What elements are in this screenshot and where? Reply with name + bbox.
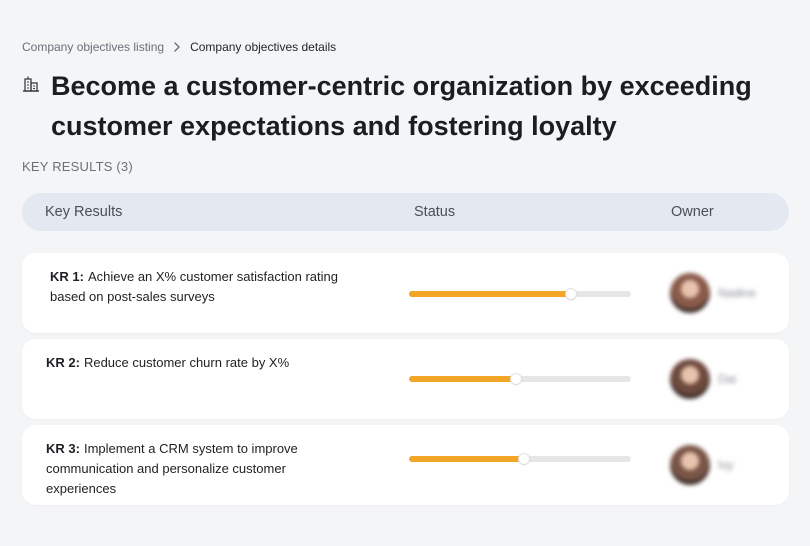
- avatar: [670, 359, 710, 399]
- key-result-description: Achieve an X% customer satisfaction rati…: [50, 269, 338, 304]
- progress-fill: [409, 291, 572, 297]
- building-icon: [22, 75, 40, 93]
- key-result-text: KR 1: Achieve an X% customer satisfaction…: [50, 267, 340, 307]
- avatar: [670, 445, 710, 485]
- key-result-row-1[interactable]: KR 1: Achieve an X% customer satisfaction…: [22, 253, 789, 333]
- column-header-status: Status: [414, 204, 456, 220]
- progress-knob[interactable]: [510, 374, 521, 384]
- key-result-code: KR 1:: [50, 269, 84, 284]
- key-result-text: KR 2: Reduce customer churn rate by X%: [46, 353, 336, 373]
- breadcrumb: Company objectives listing Company objec…: [22, 40, 336, 54]
- key-result-row-2[interactable]: KR 2: Reduce customer churn rate by X% Da…: [22, 339, 789, 419]
- owner-name: Dai: [718, 372, 737, 386]
- owner-name: Ivy: [718, 458, 734, 472]
- key-result-text: KR 3: Implement a CRM system to improve c…: [46, 439, 336, 499]
- owner-name: Nadine: [718, 286, 757, 300]
- breadcrumb-objectives-listing-link[interactable]: Company objectives listing: [22, 40, 165, 54]
- page-title: Become a customer-centric organization b…: [51, 71, 752, 141]
- progress-knob[interactable]: [519, 454, 530, 464]
- column-header-owner: Owner: [671, 204, 714, 220]
- status-progress-bar: [409, 454, 631, 464]
- table-header: Key Results Status Owner: [22, 193, 789, 231]
- key-result-description: Implement a CRM system to improve commun…: [46, 441, 298, 496]
- key-result-row-3[interactable]: KR 3: Implement a CRM system to improve c…: [22, 425, 789, 505]
- status-progress-bar: [409, 289, 631, 299]
- key-result-code: KR 2:: [46, 355, 80, 370]
- key-result-code: KR 3:: [46, 441, 80, 456]
- owner[interactable]: Ivy: [670, 445, 733, 485]
- progress-knob[interactable]: [566, 289, 577, 299]
- key-results-count-label: KEY RESULTS (3): [22, 159, 133, 174]
- chevron-right-icon: [170, 40, 184, 54]
- column-header-key-results: Key Results: [45, 204, 123, 220]
- owner[interactable]: Nadine: [670, 273, 756, 313]
- avatar: [670, 273, 710, 313]
- breadcrumb-current: Company objectives details: [190, 40, 337, 54]
- key-result-description: Reduce customer churn rate by X%: [83, 355, 290, 370]
- progress-fill: [409, 376, 516, 382]
- status-progress-bar: [409, 374, 631, 384]
- progress-fill: [409, 456, 525, 462]
- title-row: Become a customer-centric organization b…: [22, 66, 781, 146]
- owner[interactable]: Dai: [670, 359, 736, 399]
